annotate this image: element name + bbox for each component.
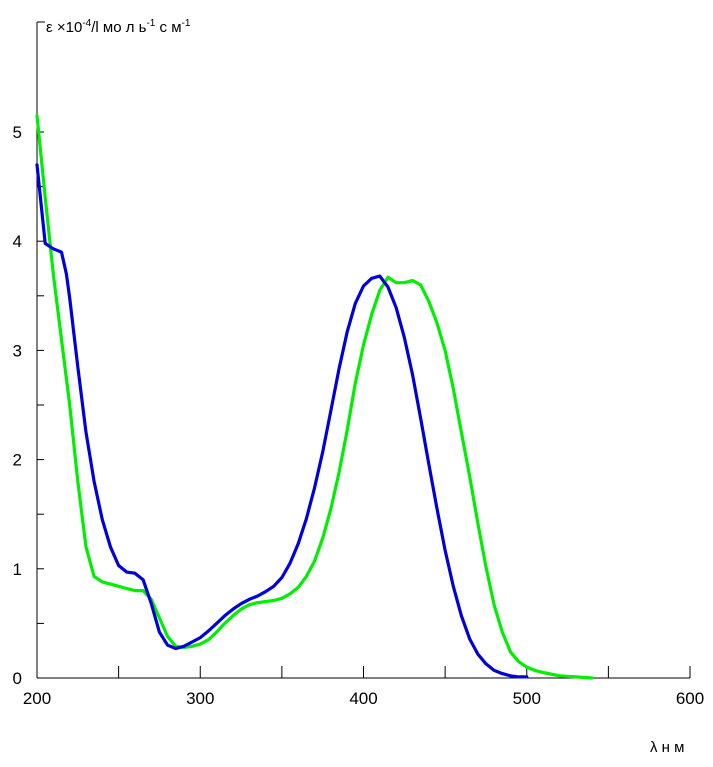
y-axis-title-text: /l мо л ь — [91, 19, 146, 36]
x-axis-title: λ н м — [650, 739, 684, 756]
y-axis-title-superscript: -1 — [146, 18, 155, 29]
x-tick-label: 200 — [23, 689, 51, 708]
y-tick-label: 5 — [13, 123, 22, 142]
y-axis-title-superscript: -1 — [182, 18, 191, 29]
series-lines — [35, 114, 594, 680]
ticks: 200 300 400 500 600 0 1 2 3 4 5 — [13, 123, 705, 708]
x-tick-label: 400 — [349, 689, 377, 708]
y-axis-title: ε ×10-4/l мо л ь-1 с м-1 — [46, 18, 191, 36]
y-axis-title-superscript: -4 — [82, 18, 91, 29]
y-tick-label: 1 — [13, 560, 22, 579]
y-tick-label: 2 — [13, 451, 22, 470]
x-tick-label: 600 — [676, 689, 704, 708]
x-tick-label: 300 — [186, 689, 214, 708]
y-tick-label: 4 — [13, 232, 22, 251]
x-tick-label: 500 — [513, 689, 541, 708]
y-tick-label: 0 — [13, 669, 22, 688]
y-tick-label: 3 — [13, 341, 22, 360]
y-axis-title-text: с м — [155, 19, 181, 36]
y-axis-title-text: ε ×10 — [46, 19, 82, 36]
series-line-2 — [35, 163, 529, 679]
series-line-1 — [35, 114, 594, 680]
